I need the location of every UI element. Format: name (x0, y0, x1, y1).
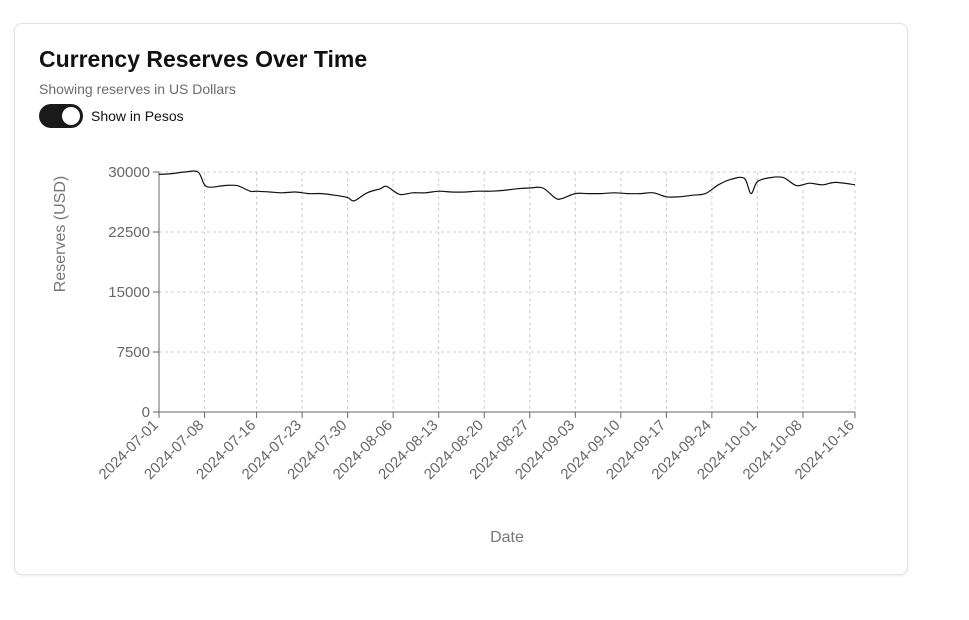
axis-layer: 075001500022500300002024-07-012024-07-08… (96, 164, 858, 483)
y-tick-label: 7500 (117, 344, 150, 361)
y-axis-title: Reserves (USD) (52, 176, 69, 292)
grid-layer (158, 171, 856, 413)
y-tick-label: 30000 (108, 164, 150, 181)
y-tick-label: 15000 (108, 284, 150, 301)
toggle-knob (62, 107, 80, 125)
series-layer (158, 170, 856, 202)
chart-card: Currency Reserves Over Time Showing rese… (14, 23, 908, 575)
currency-toggle-label: Show in Pesos (91, 108, 184, 124)
page-title: Currency Reserves Over Time (39, 46, 368, 72)
y-tick-label: 0 (142, 404, 150, 421)
y-tick-label: 22500 (108, 224, 150, 241)
x-axis-title: Date (490, 529, 524, 546)
currency-toggle-row: Show in Pesos (39, 104, 184, 128)
reserves-series-line (158, 170, 856, 202)
currency-toggle-switch[interactable] (39, 104, 83, 128)
page-subtitle: Showing reserves in US Dollars (39, 81, 236, 97)
